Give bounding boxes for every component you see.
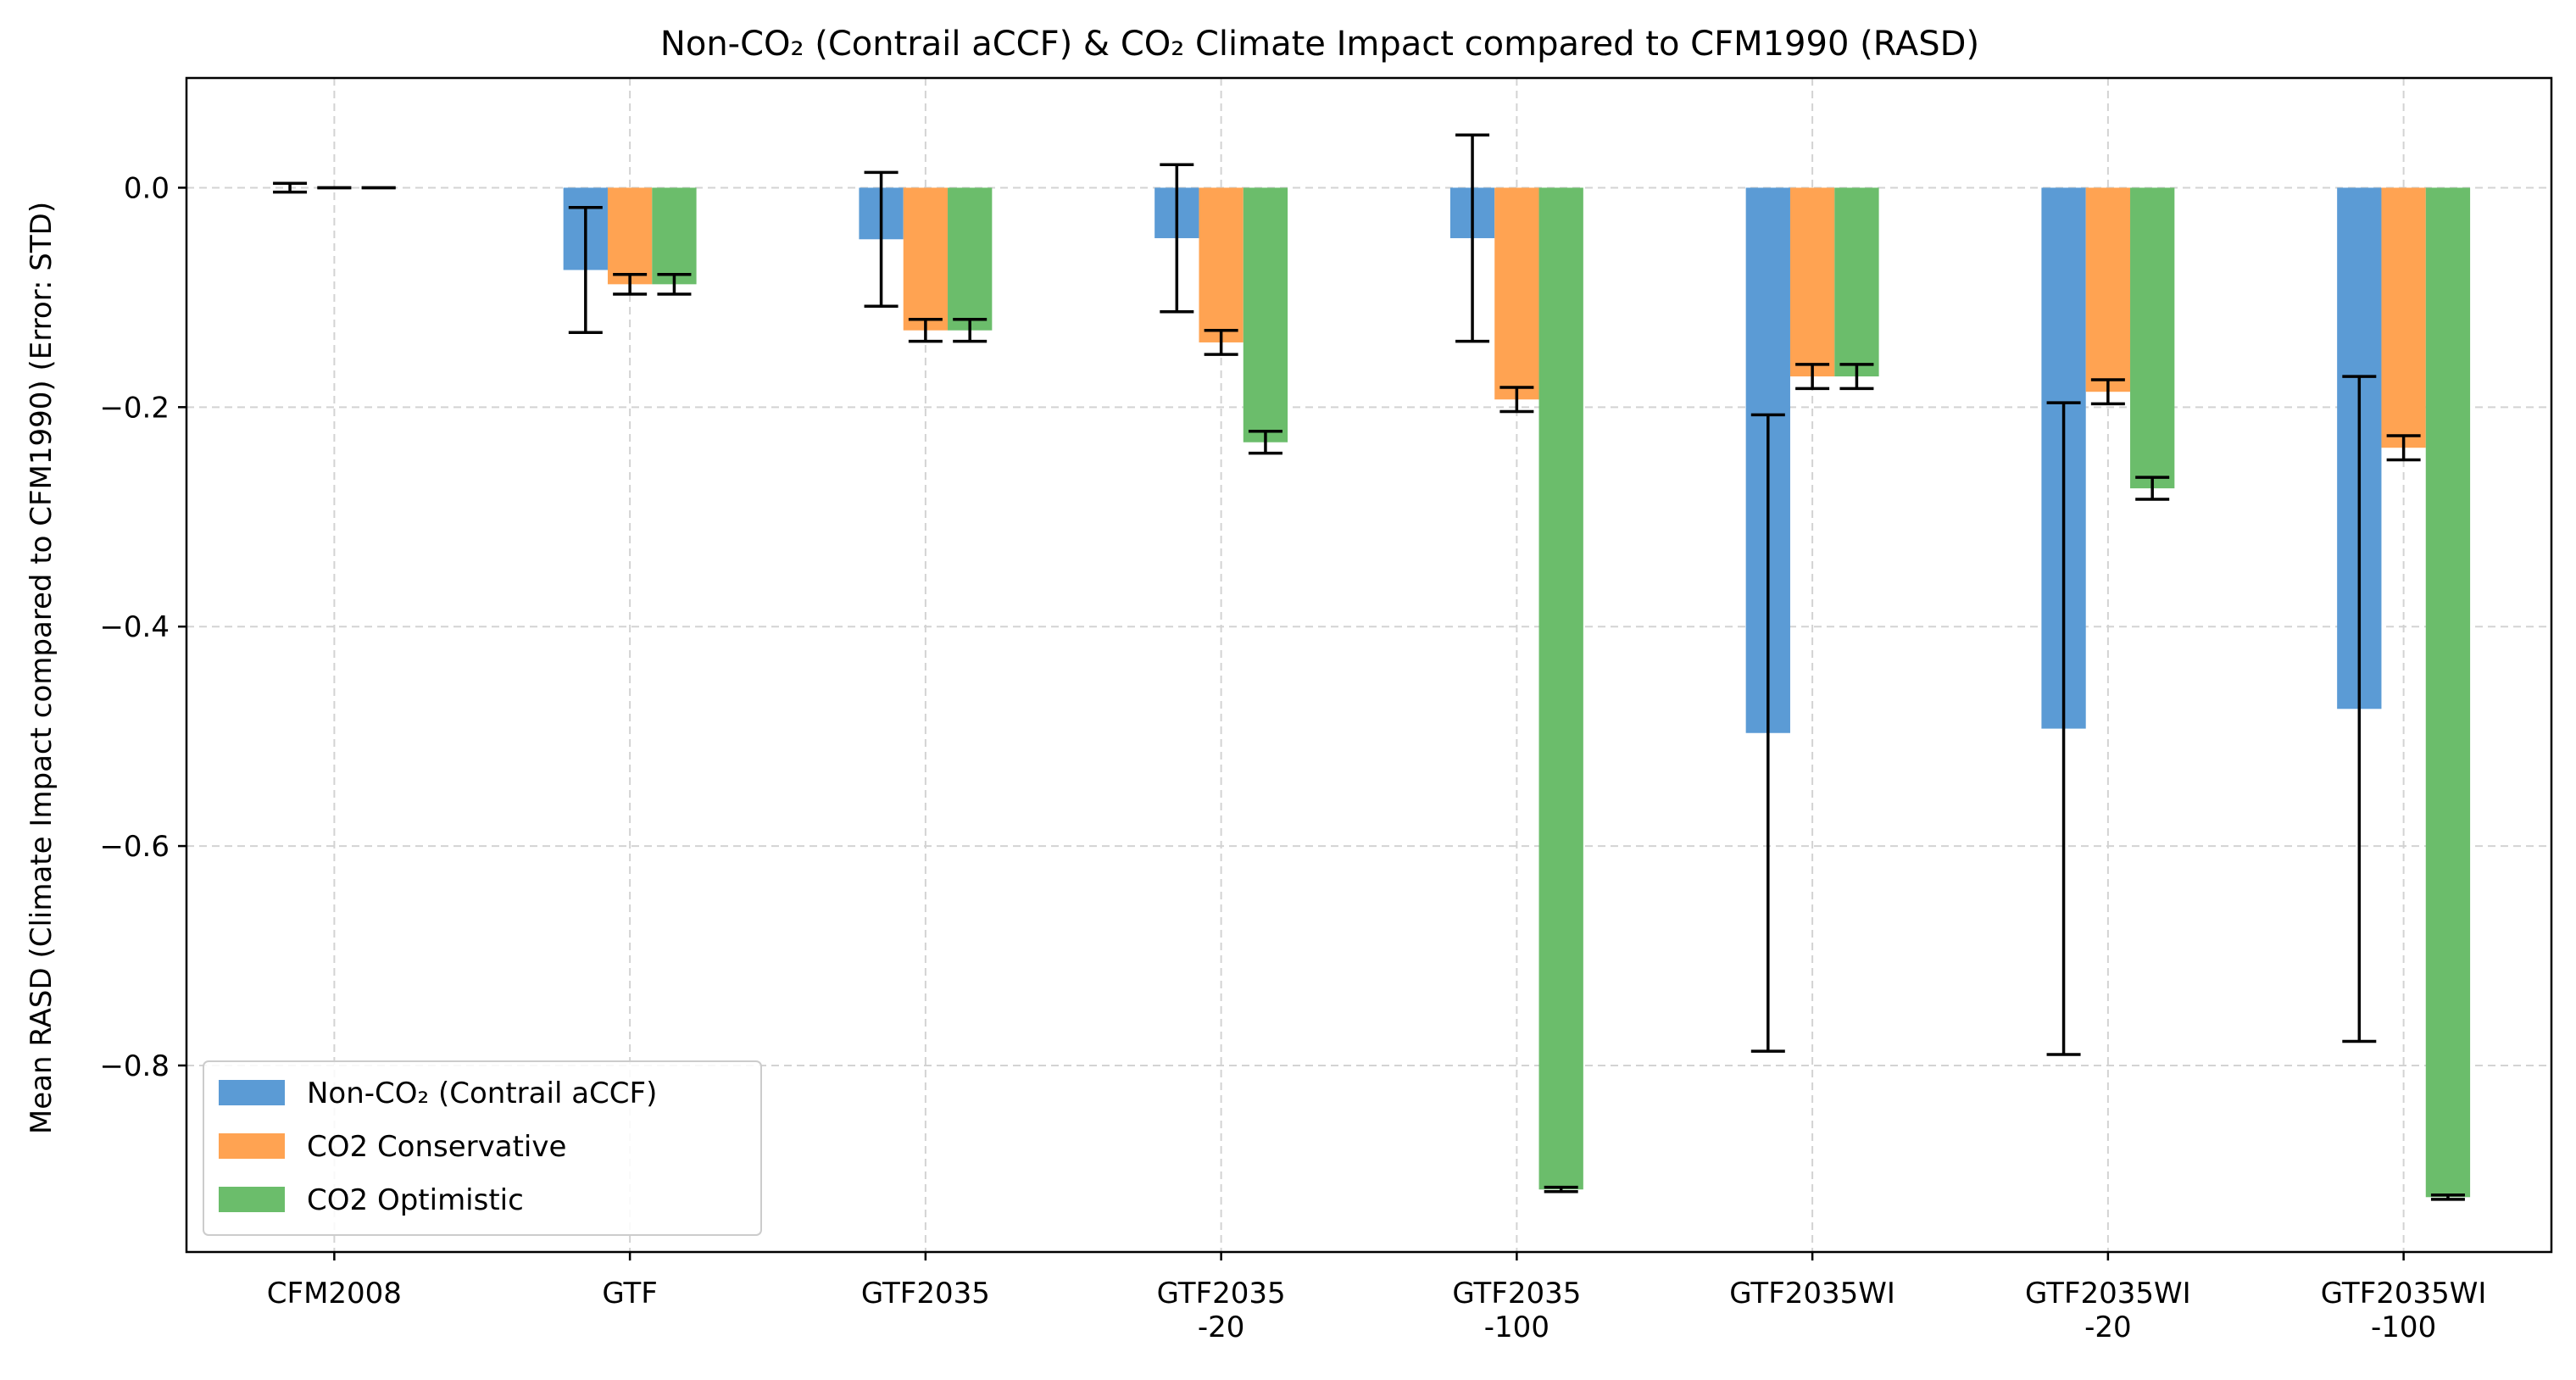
chart-title: Non-CO₂ (Contrail aCCF) & CO₂ Climate Im…	[660, 25, 1979, 64]
error-bars	[273, 133, 2465, 1201]
x-tick-label: GTF2035WI	[1729, 1277, 1895, 1310]
x-tick-label: -20	[2084, 1310, 2132, 1344]
bar	[948, 187, 993, 331]
bar	[1789, 187, 1835, 377]
x-axis: CFM2008 GTF GTF2035 GTF2035-20GTF2035-100GT…	[267, 1252, 2487, 1344]
bar	[1538, 187, 1583, 1190]
x-tick-label: CFM2008	[267, 1277, 402, 1310]
bar	[2130, 187, 2175, 489]
bar	[2381, 187, 2426, 448]
bar	[652, 187, 697, 285]
x-tick-label: GTF2035	[1452, 1277, 1581, 1310]
bar	[903, 187, 949, 331]
y-axis-label: Mean RASD (Climate Impact compared to CF…	[25, 202, 58, 1134]
legend-swatch	[219, 1133, 285, 1159]
bars	[563, 187, 2471, 1198]
y-tick-label: 0.0	[124, 171, 170, 205]
x-tick-label: -100	[2371, 1310, 2436, 1344]
y-tick-label: −0.2	[99, 391, 170, 425]
x-tick-label: GTF2035	[1157, 1277, 1286, 1310]
x-tick-label: -100	[1484, 1310, 1549, 1344]
bar	[1199, 187, 1243, 342]
x-tick-label: GTF2035	[861, 1277, 990, 1310]
legend-label: Non-CO₂ (Contrail aCCF)	[307, 1077, 657, 1110]
y-tick-label: −0.8	[99, 1049, 170, 1083]
x-tick-label: GTF2035WI	[2321, 1277, 2487, 1310]
bar	[1494, 187, 1539, 400]
bar	[1834, 187, 1879, 377]
y-tick-label: −0.6	[99, 830, 170, 864]
bar	[2085, 187, 2131, 392]
plot-frame	[185, 76, 2553, 1254]
legend: Non-CO₂ (Contrail aCCF) CO2 Conservative C…	[203, 1060, 762, 1236]
legend-swatch	[219, 1080, 285, 1105]
legend-frame	[203, 1060, 762, 1236]
x-tick-label: GTF	[602, 1277, 657, 1310]
bar	[2425, 187, 2471, 1198]
legend-label: CO2 Optimistic	[307, 1183, 524, 1217]
bar	[607, 187, 653, 285]
y-axis: 0.0 −0.2 −0.4 −0.6 −0.8	[99, 171, 186, 1083]
x-tick-label: GTF2035WI	[2025, 1277, 2191, 1310]
legend-label: CO2 Conservative	[307, 1130, 566, 1164]
legend-swatch	[219, 1187, 285, 1212]
y-tick-label: −0.4	[99, 610, 170, 644]
x-tick-label: -20	[1198, 1310, 1245, 1344]
bar	[1243, 187, 1288, 442]
